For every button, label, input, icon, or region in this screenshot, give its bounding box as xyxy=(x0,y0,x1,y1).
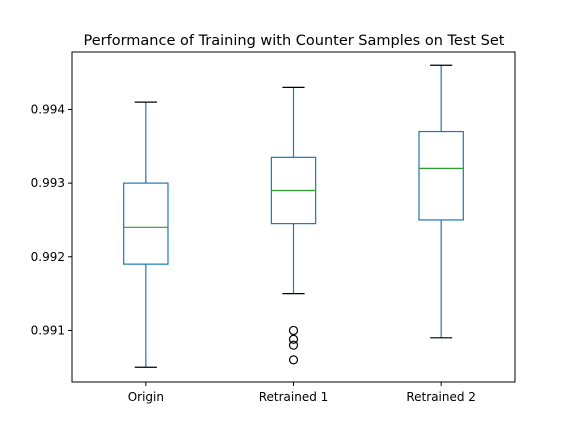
box-iqr xyxy=(418,130,464,221)
outlier-point xyxy=(288,340,299,350)
box-group-origin xyxy=(123,101,169,368)
axes: Origin Retrained 1 Retrained 2 0.991 0.992 0.… xyxy=(31,102,476,404)
plot-frame xyxy=(71,51,516,383)
x-tick-label: Retrained 2 xyxy=(406,390,476,404)
plot-area xyxy=(123,64,464,368)
y-tick-label: 0.994 xyxy=(31,102,65,116)
box-iqr xyxy=(123,182,169,265)
y-tick-label: 0.993 xyxy=(31,176,65,190)
y-tick-label: 0.991 xyxy=(31,323,65,337)
x-tick-label: Origin xyxy=(128,390,164,404)
x-tick-label: Retrained 1 xyxy=(259,390,329,404)
outlier-point xyxy=(288,355,299,365)
y-tick-label: 0.992 xyxy=(31,250,65,264)
box-group-retrained-1 xyxy=(270,86,317,365)
chart-title: Performance of Training with Counter Sam… xyxy=(83,33,504,49)
outlier-point xyxy=(288,334,299,344)
outlier-point xyxy=(288,325,299,336)
box-group-retrained-2 xyxy=(418,64,464,339)
